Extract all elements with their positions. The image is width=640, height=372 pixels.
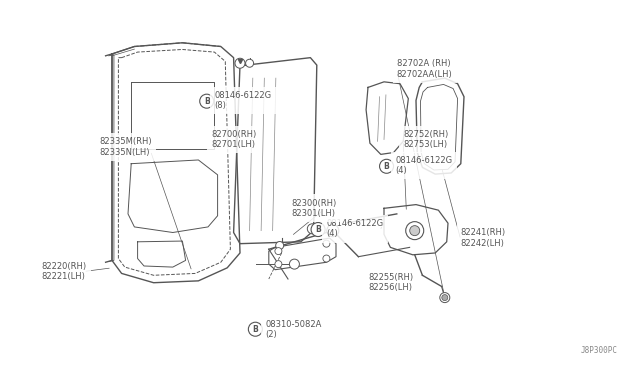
- Circle shape: [323, 240, 330, 247]
- Text: J8P300PC: J8P300PC: [580, 346, 618, 355]
- Circle shape: [248, 322, 262, 336]
- Circle shape: [275, 248, 282, 254]
- Text: B: B: [316, 225, 321, 234]
- Text: B: B: [384, 162, 389, 171]
- Circle shape: [307, 224, 317, 234]
- Text: 82752(RH)
82753(LH): 82752(RH) 82753(LH): [403, 130, 449, 149]
- Text: B: B: [253, 325, 258, 334]
- Text: 82335M(RH)
82335N(LH): 82335M(RH) 82335N(LH): [99, 137, 152, 157]
- Circle shape: [410, 226, 420, 235]
- Circle shape: [246, 59, 253, 67]
- Text: 82255(RH)
82256(LH): 82255(RH) 82256(LH): [368, 273, 413, 292]
- Circle shape: [327, 225, 339, 237]
- Circle shape: [200, 94, 214, 108]
- Text: 08146-6122G
(8): 08146-6122G (8): [214, 91, 271, 110]
- Circle shape: [311, 222, 325, 237]
- Text: B: B: [204, 97, 209, 106]
- Text: 82702A (RH)
82702AA(LH): 82702A (RH) 82702AA(LH): [397, 59, 452, 78]
- Text: 82300(RH)
82301(LH): 82300(RH) 82301(LH): [291, 199, 337, 218]
- Text: 82220(RH)
82221(LH): 82220(RH) 82221(LH): [42, 262, 87, 281]
- Circle shape: [380, 159, 394, 173]
- Circle shape: [235, 58, 245, 68]
- Circle shape: [323, 255, 330, 262]
- Text: 08146-6122G
(4): 08146-6122G (4): [396, 156, 452, 175]
- Circle shape: [289, 259, 300, 269]
- Circle shape: [276, 241, 284, 250]
- Circle shape: [440, 293, 450, 302]
- Circle shape: [275, 261, 282, 267]
- Text: 82700(RH)
82701(LH): 82700(RH) 82701(LH): [211, 130, 257, 149]
- Text: 82241(RH)
82242(LH): 82241(RH) 82242(LH): [461, 228, 506, 248]
- Circle shape: [406, 222, 424, 240]
- Text: 08146-6122G
(4): 08146-6122G (4): [326, 219, 383, 238]
- Text: 08310-5082A
(2): 08310-5082A (2): [266, 320, 322, 339]
- Circle shape: [442, 295, 448, 301]
